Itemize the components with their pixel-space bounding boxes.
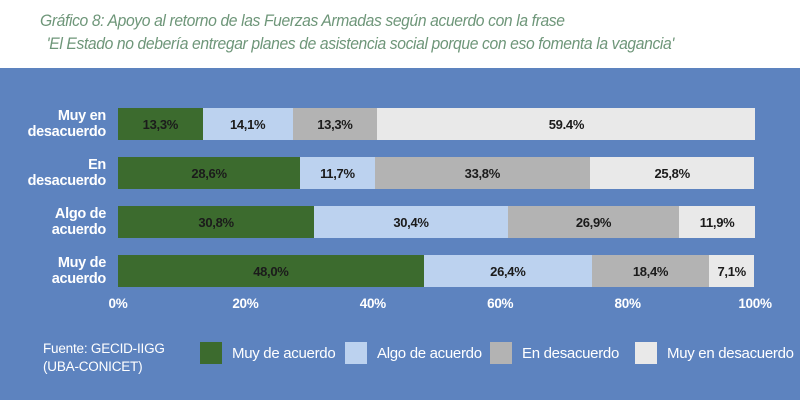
chart-title: Gráfico 8: Apoyo al retorno de las Fuerz… [40,10,743,56]
legend-item-en-desacuerdo: En desacuerdo [490,342,619,364]
source-note: Fuente: GECID-IIGG (UBA-CONICET) [43,340,165,376]
bar-segment-algo-de-acuerdo: 26,4% [423,255,592,287]
category-label: Muy en desacuerdo [0,108,107,140]
bar-segment-muy-en-desacuerdo: 59.4% [377,108,755,140]
bar-segment-muy-de-acuerdo: 13,3% [118,108,203,140]
bar-row: En desacuerdo 28,6% 11,7% 33,8% 25,8% [0,157,800,189]
legend-swatch-muy-en-desacuerdo [635,342,657,364]
bar-row: Muy en desacuerdo 13,3% 14,1% 13,3% 59.4% [0,108,800,140]
bar-segment-muy-en-desacuerdo: 25,8% [589,157,755,189]
chart-area: Muy en desacuerdo 13,3% 14,1% 13,3% 59.4% En de… [0,68,800,400]
x-axis: 0% 20% 40% 60% 80% 100% [109,296,772,312]
legend: Muy de acuerdo Algo de acuerdo En desacuer… [0,342,800,366]
category-label-line: Algo de [54,206,106,222]
segment-value-label: 59.4% [548,116,585,132]
bar-segment-muy-en-desacuerdo: 7,1% [709,255,755,287]
segment-value-label: 30,8% [198,214,234,230]
bar-segment-en-desacuerdo: 33,8% [374,157,590,189]
bar-row: Algo de acuerdo 30,8% 30,4% 26,9% 11,9% [0,206,800,238]
x-axis-tick: 40% [359,296,386,311]
legend-label: Muy de acuerdo [232,344,336,362]
bar-segment-en-desacuerdo: 13,3% [292,108,378,140]
bar-segment-algo-de-acuerdo: 30,4% [314,206,508,238]
bar-segment-en-desacuerdo: 26,9% [507,206,680,238]
x-axis-tick: 0% [108,296,128,311]
segment-value-label: 13,3% [142,116,179,132]
segment-value-label: 25,8% [654,165,690,181]
x-axis-tick: 20% [232,296,259,311]
category-label-line: En [88,157,106,173]
legend-swatch-algo-de-acuerdo [345,342,367,364]
chart-panel: Muy en desacuerdo 13,3% 14,1% 13,3% 59.4% En de… [0,68,800,400]
segment-value-label: 11,7% [320,165,355,181]
bar-segment-algo-de-acuerdo: 11,7% [300,157,375,189]
segment-value-label: 13,3% [317,116,353,132]
legend-label: Muy en desacuerdo [667,344,794,362]
category-label: En desacuerdo [0,157,107,189]
segment-value-label: 48,0% [253,263,289,279]
x-axis-tick: 60% [487,296,514,311]
x-axis-tick: 100% [738,296,772,311]
bar-segment-en-desacuerdo: 18,4% [591,255,710,287]
chart-title-line-1: Gráfico 8: Apoyo al retorno de las Fuerz… [40,12,565,30]
segment-value-label: 18,4% [632,263,669,279]
legend-item-muy-de-acuerdo: Muy de acuerdo [200,342,336,364]
source-line-1: Fuente: GECID-IIGG [43,341,165,356]
segment-value-label: 11,9% [699,214,735,230]
bar-track: 48,0% 26,4% 18,4% 7,1% [118,255,755,287]
legend-swatch-en-desacuerdo [490,342,512,364]
bar-row: Muy de acuerdo 48,0% 26,4% 18,4% 7,1% [0,255,800,287]
segment-value-label: 26,9% [575,214,612,230]
segment-value-label: 7,1% [717,263,747,279]
category-label-line: desacuerdo [27,124,107,140]
segment-value-label: 28,6% [191,165,227,181]
bar-track: 28,6% 11,7% 33,8% 25,8% [118,157,755,189]
segment-value-label: 26,4% [490,263,526,279]
x-axis-tick: 80% [614,296,641,311]
bar-segment-muy-en-desacuerdo: 11,9% [679,206,755,238]
category-label-line: desacuerdo [27,173,107,189]
legend-label: En desacuerdo [522,344,620,362]
bar-segment-algo-de-acuerdo: 14,1% [202,108,293,140]
legend-swatch-muy-de-acuerdo [200,342,222,364]
chart-title-line-2: 'El Estado no debería entregar planes de… [46,34,675,53]
bar-segment-muy-de-acuerdo: 30,8% [118,206,315,238]
legend-item-algo-de-acuerdo: Algo de acuerdo [345,342,482,364]
bar-segment-muy-de-acuerdo: 48,0% [118,255,424,287]
category-label-line: acuerdo [51,271,107,287]
source-line-2: (UBA-CONICET) [43,359,143,375]
category-label: Muy de acuerdo [0,255,107,287]
legend-item-muy-en-desacuerdo: Muy en desacuerdo [635,342,794,364]
bar-track: 13,3% 14,1% 13,3% 59.4% [118,108,755,140]
category-label-line: Muy en [57,108,106,124]
category-label-line: acuerdo [51,222,107,238]
bar-track: 30,8% 30,4% 26,9% 11,9% [118,206,755,238]
bar-segment-muy-de-acuerdo: 28,6% [118,157,301,189]
segment-value-label: 30,4% [393,214,429,230]
legend-label: Algo de acuerdo [377,344,482,362]
segment-value-label: 33,8% [464,165,501,181]
category-label: Algo de acuerdo [0,206,107,238]
segment-value-label: 14,1% [229,116,266,132]
category-label-line: Muy de [57,255,106,271]
